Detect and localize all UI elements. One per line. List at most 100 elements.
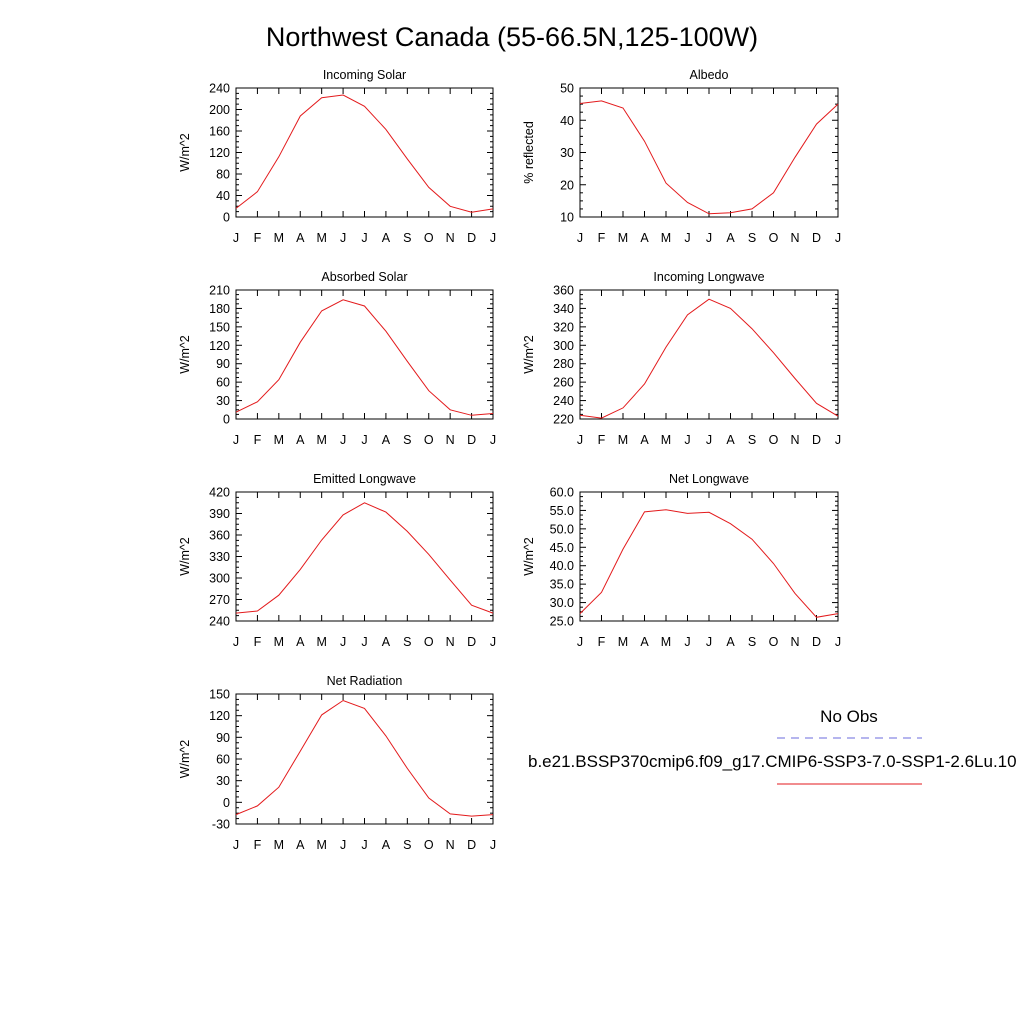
x-tick-label: D (467, 231, 476, 245)
plot-frame (579, 491, 839, 622)
y-tick-label: 30 (216, 394, 230, 408)
y-axis-label: W/m^2 (522, 537, 536, 576)
x-tick-label: O (424, 838, 434, 852)
x-tick-label: N (446, 635, 455, 649)
x-tick-label: J (361, 231, 367, 245)
x-tick-label: O (769, 635, 779, 649)
x-tick-label: J (340, 433, 346, 447)
y-tick-label: 0 (223, 413, 230, 427)
x-tick-label: A (382, 838, 391, 852)
y-tick-label: 160 (209, 125, 230, 139)
x-tick-label: O (424, 635, 434, 649)
x-tick-label: M (316, 838, 326, 852)
y-tick-label: 25.0 (550, 615, 574, 629)
y-tick-label: 240 (209, 615, 230, 629)
y-tick-label: 60 (216, 376, 230, 390)
x-tick-label: A (382, 231, 391, 245)
x-tick-label: N (446, 838, 455, 852)
series-line (235, 699, 494, 817)
y-tick-label: 35.0 (550, 578, 574, 592)
y-tick-label: 55.0 (550, 504, 574, 518)
y-tick-label: 0 (223, 211, 230, 225)
x-tick-label: M (316, 635, 326, 649)
x-tick-label: S (748, 231, 756, 245)
x-tick-label: O (769, 231, 779, 245)
plot-frame (235, 289, 494, 420)
y-tick-label: 270 (209, 593, 230, 607)
panel-title: Albedo (690, 68, 729, 82)
x-tick-label: F (598, 231, 606, 245)
plot-frame (235, 87, 494, 218)
y-tick-label: 390 (209, 507, 230, 521)
y-axis-label: W/m^2 (178, 133, 192, 172)
panel-title: Incoming Longwave (653, 270, 764, 284)
panel-title: Net Longwave (669, 472, 749, 486)
x-tick-label: J (684, 635, 690, 649)
y-tick-label: 0 (223, 796, 230, 810)
x-tick-label: J (577, 433, 583, 447)
panel: Net Longwave W/m^2 25.0 30.0 35.0 40.0 45.0 50.… (522, 472, 841, 649)
x-tick-label: D (467, 433, 476, 447)
legend-obs-label: No Obs (820, 707, 878, 726)
x-tick-label: A (726, 635, 735, 649)
x-tick-label: D (812, 635, 821, 649)
legend: No Obs b.e21.BSSP370cmip6.f09_g17.CMIP6-… (528, 707, 1017, 785)
y-tick-label: 300 (209, 572, 230, 586)
panel-title: Emitted Longwave (313, 472, 416, 486)
figure-title: Northwest Canada (55-66.5N,125-100W) (266, 22, 758, 52)
x-tick-label: J (361, 838, 367, 852)
y-axis-label: W/m^2 (178, 335, 192, 374)
x-tick-label: O (424, 231, 434, 245)
y-tick-label: 280 (553, 357, 574, 371)
y-tick-label: 40 (216, 189, 230, 203)
x-tick-label: J (684, 231, 690, 245)
x-tick-label: A (640, 231, 649, 245)
x-tick-label: M (661, 635, 671, 649)
plot-frame (579, 289, 839, 420)
x-tick-label: F (598, 635, 606, 649)
x-tick-label: M (661, 433, 671, 447)
x-tick-label: J (233, 635, 239, 649)
x-tick-label: D (467, 635, 476, 649)
y-tick-label: 210 (209, 284, 230, 298)
y-tick-label: 80 (216, 168, 230, 182)
y-tick-label: 120 (209, 339, 230, 353)
series-line (235, 94, 494, 213)
x-tick-label: A (296, 231, 305, 245)
y-tick-label: 240 (553, 394, 574, 408)
x-tick-label: M (618, 231, 628, 245)
x-tick-label: N (446, 433, 455, 447)
y-tick-label: 50 (560, 82, 574, 96)
x-tick-label: A (296, 635, 305, 649)
y-tick-label: 220 (553, 413, 574, 427)
x-tick-label: F (598, 433, 606, 447)
series-line (579, 100, 839, 215)
plot-frame (235, 693, 494, 825)
x-tick-label: M (316, 231, 326, 245)
y-axis-label: W/m^2 (178, 537, 192, 576)
x-tick-label: A (726, 231, 735, 245)
x-tick-label: M (274, 635, 284, 649)
x-tick-label: A (296, 838, 305, 852)
x-tick-label: A (382, 635, 391, 649)
y-tick-label: 260 (553, 376, 574, 390)
y-axis-label: W/m^2 (178, 740, 192, 779)
x-tick-label: A (640, 433, 649, 447)
x-tick-label: J (233, 433, 239, 447)
x-tick-label: M (316, 433, 326, 447)
x-tick-label: S (748, 635, 756, 649)
panel: Incoming Longwave W/m^2 220 240 260 280 300 320… (522, 270, 841, 447)
y-tick-label: 120 (209, 709, 230, 723)
x-tick-label: J (340, 231, 346, 245)
y-tick-label: 50.0 (550, 522, 574, 536)
x-tick-label: F (254, 231, 262, 245)
y-tick-label: 120 (209, 146, 230, 160)
y-tick-label: 360 (553, 284, 574, 298)
y-tick-label: 320 (553, 320, 574, 334)
plot-frame (235, 491, 494, 622)
y-tick-label: 150 (209, 320, 230, 334)
y-tick-label: 30 (560, 146, 574, 160)
x-tick-label: M (661, 231, 671, 245)
